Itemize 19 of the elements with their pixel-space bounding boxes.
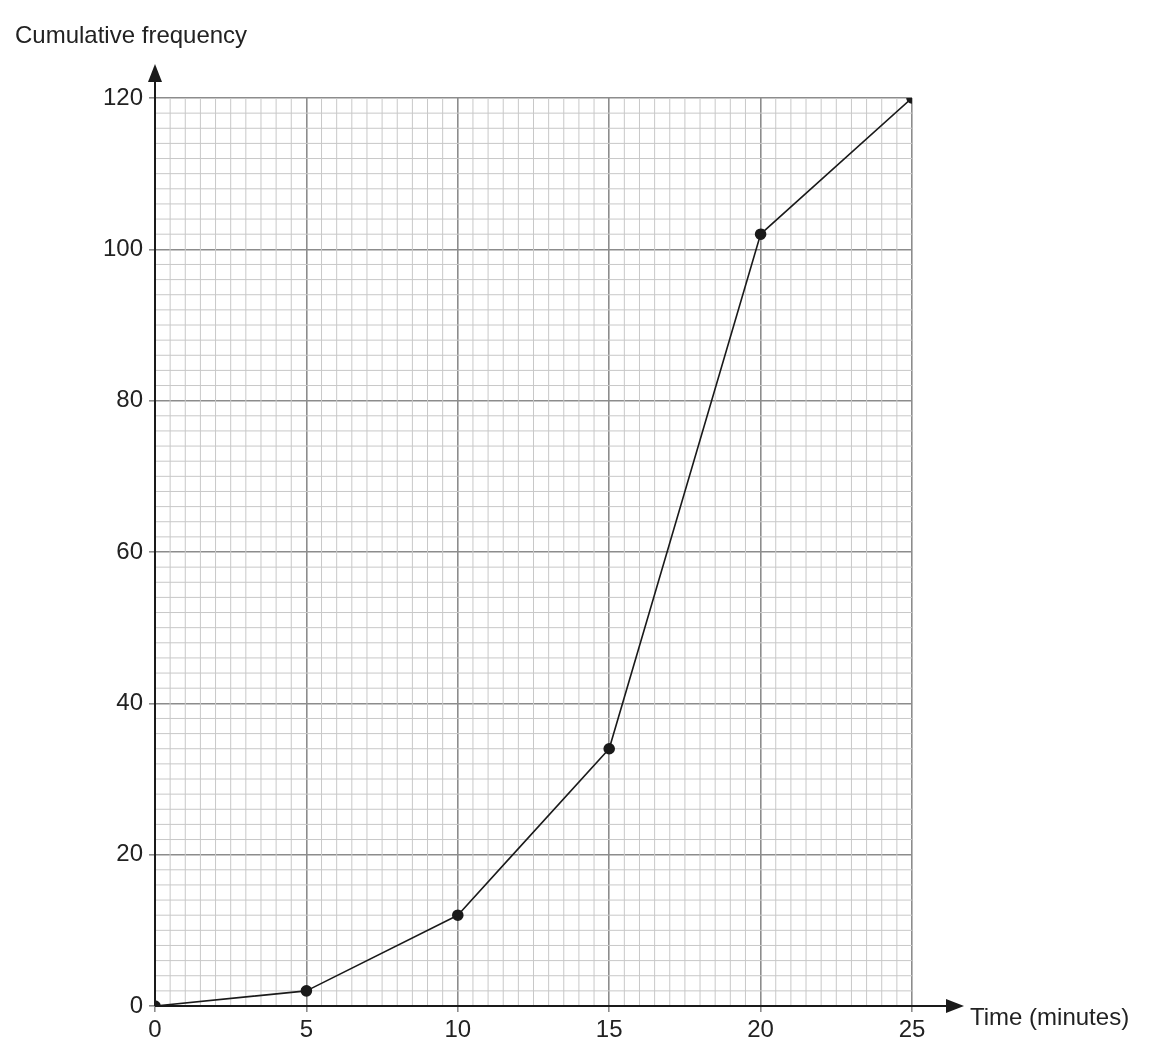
y-axis-title: Cumulative frequency bbox=[15, 20, 248, 48]
y-tick-label: 60 bbox=[116, 536, 143, 564]
y-tick-label: 80 bbox=[116, 385, 143, 413]
y-tick-label: 20 bbox=[116, 839, 143, 867]
y-tick-label: 0 bbox=[129, 990, 143, 1018]
x-tick-label: 25 bbox=[898, 1015, 926, 1043]
point bbox=[300, 985, 313, 997]
point bbox=[452, 909, 464, 921]
x-tick-label: 0 bbox=[148, 1015, 162, 1043]
x-tick-label: 15 bbox=[595, 1015, 623, 1043]
x-tick-label: 5 bbox=[299, 1015, 314, 1043]
y-tick-label: 120 bbox=[102, 82, 143, 110]
x-axis-title: Time (minutes) bbox=[970, 1002, 1130, 1030]
y-tick-label: 40 bbox=[116, 687, 143, 715]
x-tick-label: 20 bbox=[747, 1015, 774, 1043]
point bbox=[603, 742, 615, 755]
point bbox=[754, 228, 767, 240]
x-tick-label: 10 bbox=[444, 1015, 472, 1043]
y-tick-label: 100 bbox=[102, 233, 143, 261]
